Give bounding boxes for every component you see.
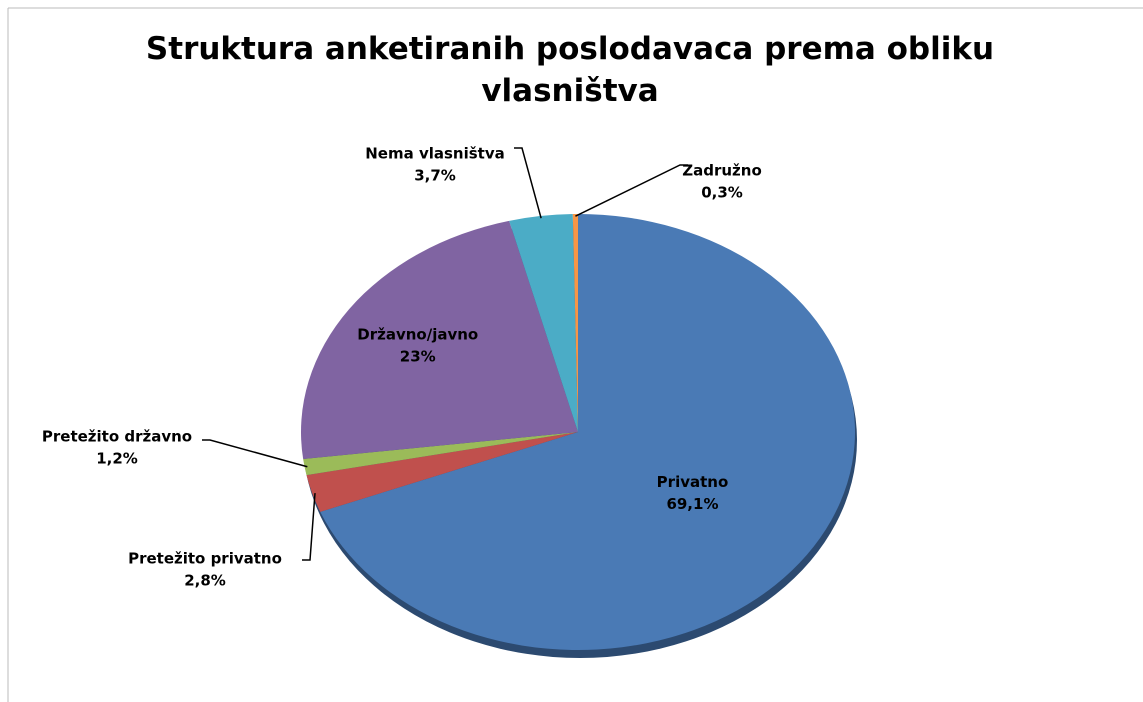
leader-line bbox=[202, 439, 308, 468]
data-label-name: Zadružno bbox=[682, 162, 762, 180]
leader-line bbox=[514, 147, 542, 219]
data-label-value: 2,8% bbox=[184, 572, 226, 590]
pie-slice bbox=[301, 220, 578, 459]
pie-slice bbox=[509, 214, 578, 432]
pie-slice bbox=[320, 214, 856, 650]
data-label-name: Pretežito državno bbox=[42, 428, 192, 446]
data-label-name: Nema vlasništva bbox=[365, 145, 505, 163]
leader-line bbox=[302, 493, 316, 561]
pie-slice bbox=[303, 432, 578, 476]
data-label-value: 3,7% bbox=[414, 167, 456, 185]
data-label-name: Državno/javno bbox=[357, 326, 478, 344]
data-label-value: 23% bbox=[400, 348, 436, 366]
data-label-name: Pretežito privatno bbox=[128, 550, 282, 568]
data-label-value: 1,2% bbox=[96, 450, 138, 468]
chart-title: Struktura anketiranih poslodavaca prema … bbox=[145, 31, 995, 109]
data-label-value: 69,1% bbox=[666, 495, 718, 513]
pie-slice bbox=[306, 432, 578, 512]
data-label-value: 0,3% bbox=[701, 184, 743, 202]
data-label-name: Privatno bbox=[657, 473, 729, 491]
leader-line bbox=[575, 164, 688, 217]
pie-slice bbox=[572, 214, 578, 432]
